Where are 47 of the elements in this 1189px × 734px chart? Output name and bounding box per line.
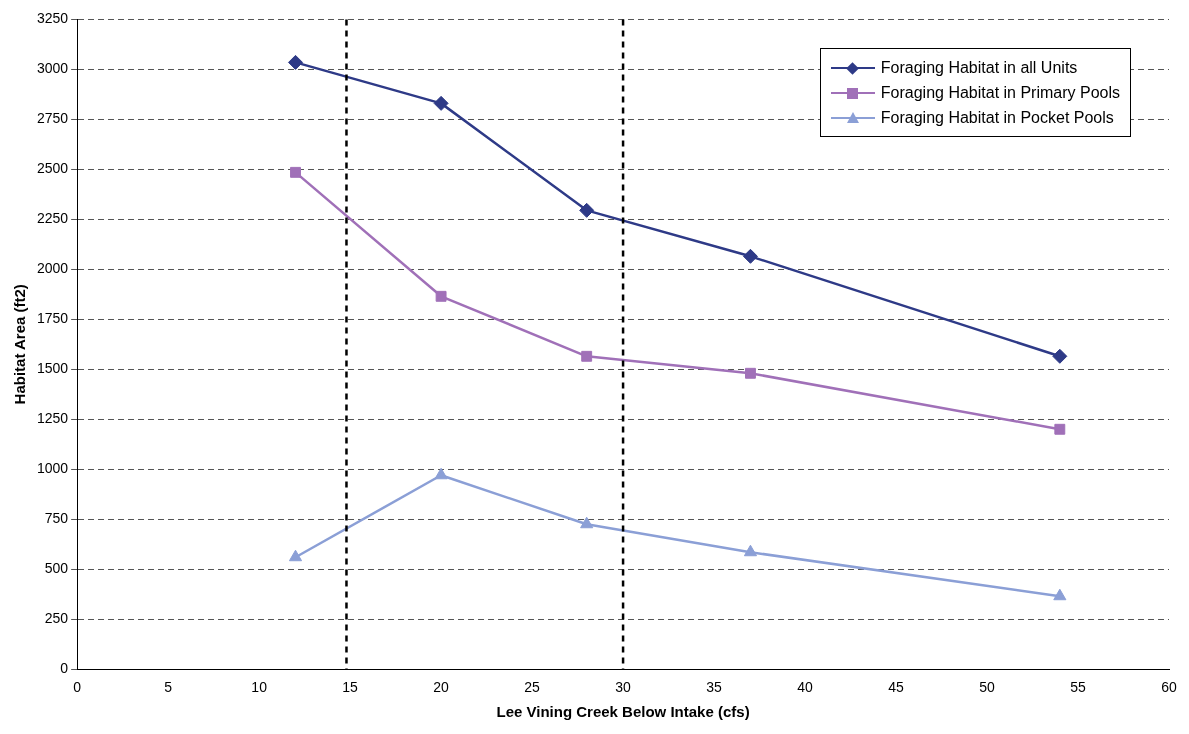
y-tick-label: 3250 (36, 10, 69, 27)
point (1052, 348, 1068, 364)
x-tick-label: 20 (433, 679, 450, 696)
y-tick-label: 1250 (36, 410, 69, 427)
point (579, 202, 595, 218)
point (1053, 588, 1067, 601)
x-tick-label: 10 (251, 679, 268, 696)
point (434, 467, 448, 480)
x-tick-label: 45 (888, 679, 905, 696)
x-tick-label: 55 (1070, 679, 1087, 696)
y-tick-label: 500 (44, 560, 69, 577)
point (433, 95, 449, 111)
point (288, 549, 303, 562)
y-tick-label: 1000 (36, 460, 69, 477)
x-tick-label: 0 (73, 679, 82, 696)
point (435, 290, 447, 302)
point (1054, 423, 1066, 435)
legend-label: Foraging Habitat in all Units (880, 58, 1078, 77)
point (580, 516, 594, 529)
point (742, 248, 758, 264)
x-tick-label: 40 (797, 679, 814, 696)
x-tick-label: 35 (706, 679, 723, 696)
point (743, 544, 758, 557)
y-tick-label: 1750 (36, 310, 69, 327)
y-tick-label: 2750 (36, 110, 69, 127)
x-tick-label: 60 (1161, 679, 1177, 696)
point (290, 166, 301, 178)
x-tick-label: 25 (524, 679, 541, 696)
y-tick-label: 0 (60, 660, 69, 677)
x-tick-label: 15 (342, 679, 359, 696)
legend-label: Foraging Habitat in Pocket Pools (880, 108, 1114, 127)
point (581, 350, 593, 362)
x-tick-label: 50 (979, 679, 996, 696)
y-tick-label: 250 (44, 610, 69, 627)
point (288, 54, 304, 70)
legend-label: Foraging Habitat in Primary Pools (880, 83, 1120, 102)
x-tick-label: 5 (164, 679, 173, 696)
y-axis-title: Habitat Area (ft2) (11, 284, 29, 405)
x-axis-title: Lee Vining Creek Below Intake (cfs) (496, 703, 750, 721)
point (745, 367, 756, 379)
y-tick-label: 2000 (36, 260, 69, 277)
y-tick-label: 2500 (36, 160, 69, 177)
x-tick-label: 30 (615, 679, 632, 696)
y-tick-label: 3000 (36, 60, 69, 77)
y-tick-label: 750 (44, 510, 69, 527)
y-tick-label: 1500 (36, 360, 69, 377)
y-tick-label: 2250 (36, 210, 69, 227)
